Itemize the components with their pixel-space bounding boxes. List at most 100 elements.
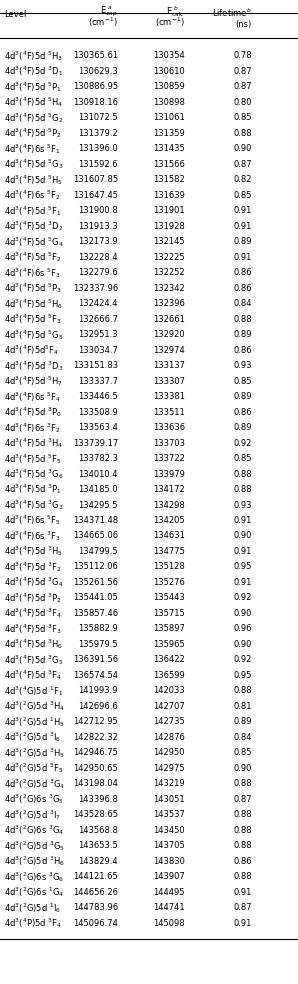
Text: 145096.74: 145096.74	[73, 919, 118, 928]
Text: 135897: 135897	[153, 625, 185, 634]
Text: 136391.56: 136391.56	[73, 655, 118, 664]
Text: 134185.0: 134185.0	[78, 485, 118, 494]
Text: 131359: 131359	[153, 129, 185, 138]
Text: 0.87: 0.87	[233, 83, 252, 92]
Text: 4d$^3$($^4$F)5d $^5$P$_1$: 4d$^3$($^4$F)5d $^5$P$_1$	[4, 80, 62, 93]
Text: 131566: 131566	[153, 159, 185, 169]
Text: (ns): (ns)	[236, 20, 252, 29]
Text: 4d$^3$($^4$F)5d $^5$H$_7$: 4d$^3$($^4$F)5d $^5$H$_7$	[4, 374, 63, 388]
Text: 143568.8: 143568.8	[78, 826, 118, 834]
Text: 4d$^3$($^2$G)6s $^3$G$_6$: 4d$^3$($^2$G)6s $^3$G$_6$	[4, 870, 64, 884]
Text: 4d$^3$($^4$F)5d $^5$G$_3$: 4d$^3$($^4$F)5d $^5$G$_3$	[4, 157, 63, 171]
Text: 142950: 142950	[153, 748, 185, 758]
Text: 4d$^3$($^4$F)5d $^5$F$_1$: 4d$^3$($^4$F)5d $^5$F$_1$	[4, 204, 61, 217]
Text: 133722: 133722	[153, 454, 185, 463]
Text: 142707: 142707	[153, 702, 185, 710]
Text: 132173.9: 132173.9	[78, 237, 118, 246]
Text: 145098: 145098	[153, 919, 185, 928]
Text: 4d$^3$($^4$F)5d $^3$P$_2$: 4d$^3$($^4$F)5d $^3$P$_2$	[4, 591, 62, 605]
Text: 131061: 131061	[153, 113, 185, 122]
Text: 134172: 134172	[153, 485, 185, 494]
Text: 143830: 143830	[153, 857, 185, 866]
Text: 133703: 133703	[153, 439, 185, 448]
Text: 4d$^3$($^4$F)5d $^5$H$_3$: 4d$^3$($^4$F)5d $^5$H$_3$	[4, 49, 63, 63]
Text: 4d$^3$($^4$F)5d $^3$F$_2$: 4d$^3$($^4$F)5d $^3$F$_2$	[4, 560, 62, 574]
Text: 130610: 130610	[153, 67, 185, 76]
Text: 0.96: 0.96	[234, 625, 252, 634]
Text: 0.89: 0.89	[234, 331, 252, 339]
Text: (cm$^{-1}$): (cm$^{-1}$)	[156, 16, 185, 29]
Text: 143653.5: 143653.5	[78, 841, 118, 850]
Text: 0.88: 0.88	[233, 826, 252, 834]
Text: 132661: 132661	[153, 315, 185, 324]
Text: 144741: 144741	[153, 903, 185, 912]
Text: 134665.06: 134665.06	[73, 531, 118, 540]
Text: 133636: 133636	[153, 423, 185, 432]
Text: 133782.3: 133782.3	[78, 454, 118, 463]
Text: 0.93: 0.93	[234, 501, 252, 510]
Text: 132396: 132396	[153, 299, 185, 308]
Text: 134298: 134298	[153, 501, 185, 510]
Text: 134631: 134631	[153, 531, 185, 540]
Text: 4d$^3$($^4$F)5d $^3$G$_3$: 4d$^3$($^4$F)5d $^3$G$_3$	[4, 498, 63, 512]
Text: 4d$^3$($^4$F)5d$^5$F$_4$: 4d$^3$($^4$F)5d$^5$F$_4$	[4, 343, 59, 357]
Text: 134205: 134205	[153, 516, 185, 525]
Text: 135443: 135443	[153, 593, 185, 602]
Text: 0.88: 0.88	[233, 129, 252, 138]
Text: 143198.04: 143198.04	[73, 779, 118, 788]
Text: 132225: 132225	[153, 253, 185, 262]
Text: 134775: 134775	[153, 547, 185, 556]
Text: 0.92: 0.92	[234, 655, 252, 664]
Text: 130859: 130859	[153, 83, 185, 92]
Text: 136422: 136422	[153, 655, 185, 664]
Text: 134799.5: 134799.5	[78, 547, 118, 556]
Text: 4d$^3$($^4$F)6s $^5$F$_3$: 4d$^3$($^4$F)6s $^5$F$_3$	[4, 266, 61, 279]
Text: 131900.8: 131900.8	[78, 207, 118, 215]
Text: 132252: 132252	[153, 269, 185, 277]
Text: 0.86: 0.86	[233, 407, 252, 416]
Text: 0.85: 0.85	[234, 191, 252, 200]
Text: 4d$^3$($^4$F)6s $^5$F$_2$: 4d$^3$($^4$F)6s $^5$F$_2$	[4, 188, 60, 203]
Text: 4d$^3$($^4$F)5d $^5$F$_3$: 4d$^3$($^4$F)5d $^5$F$_3$	[4, 312, 62, 326]
Text: 143829.4: 143829.4	[78, 857, 118, 866]
Text: 134010.4: 134010.4	[78, 469, 118, 478]
Text: 130898: 130898	[153, 98, 185, 107]
Text: 131639: 131639	[153, 191, 185, 200]
Text: 4d$^3$($^4$F)5d $^5$G$_5$: 4d$^3$($^4$F)5d $^5$G$_5$	[4, 328, 63, 341]
Text: 4d$^3$($^2$G)5d $^3$I$_7$: 4d$^3$($^2$G)5d $^3$I$_7$	[4, 808, 61, 822]
Text: 134295.5: 134295.5	[78, 501, 118, 510]
Text: 133563.4: 133563.4	[78, 423, 118, 432]
Text: 0.88: 0.88	[233, 810, 252, 819]
Text: 4d$^3$($^2$G)5d $^3$H$_5$: 4d$^3$($^2$G)5d $^3$H$_5$	[4, 746, 65, 760]
Text: 135979.5: 135979.5	[78, 640, 118, 648]
Text: 0.88: 0.88	[233, 841, 252, 850]
Text: 143537: 143537	[153, 810, 185, 819]
Text: 142946.75: 142946.75	[73, 748, 118, 758]
Text: 133151.83: 133151.83	[73, 361, 118, 370]
Text: 0.84: 0.84	[234, 299, 252, 308]
Text: 142876: 142876	[153, 733, 185, 742]
Text: 143396.8: 143396.8	[78, 795, 118, 804]
Text: 4d$^3$($^4$P)5d $^3$F$_4$: 4d$^3$($^4$P)5d $^3$F$_4$	[4, 916, 62, 930]
Text: Lifetime$^b$: Lifetime$^b$	[212, 7, 252, 19]
Text: 143907: 143907	[153, 872, 185, 881]
Text: 4d$^3$($^4$F)5d $^3$P$_1$: 4d$^3$($^4$F)5d $^3$P$_1$	[4, 482, 62, 497]
Text: 0.87: 0.87	[233, 159, 252, 169]
Text: 133381: 133381	[153, 392, 185, 401]
Text: 0.91: 0.91	[234, 221, 252, 231]
Text: 131913.3: 131913.3	[78, 221, 118, 231]
Text: 131582: 131582	[153, 175, 185, 184]
Text: 4d$^3$($^2$G)6s $^1$G$_4$: 4d$^3$($^2$G)6s $^1$G$_4$	[4, 886, 64, 899]
Text: 4d$^3$($^4$F)5d $^3$P$_0$: 4d$^3$($^4$F)5d $^3$P$_0$	[4, 405, 62, 419]
Text: 144121.65: 144121.65	[73, 872, 118, 881]
Text: 4d$^3$($^2$G)5d $^1$H$_5$: 4d$^3$($^2$G)5d $^1$H$_5$	[4, 714, 65, 729]
Text: 0.81: 0.81	[234, 702, 252, 710]
Text: 0.87: 0.87	[233, 67, 252, 76]
Text: 4d$^3$($^4$F)5d $^5$P$_2$: 4d$^3$($^4$F)5d $^5$P$_2$	[4, 127, 62, 141]
Text: 0.90: 0.90	[234, 764, 252, 772]
Text: 0.95: 0.95	[234, 563, 252, 572]
Text: 4d$^3$($^2$G)5d $^3$H$_4$: 4d$^3$($^2$G)5d $^3$H$_4$	[4, 700, 65, 713]
Text: 0.87: 0.87	[233, 795, 252, 804]
Text: 131607.85: 131607.85	[73, 175, 118, 184]
Text: 144656.26: 144656.26	[73, 888, 118, 896]
